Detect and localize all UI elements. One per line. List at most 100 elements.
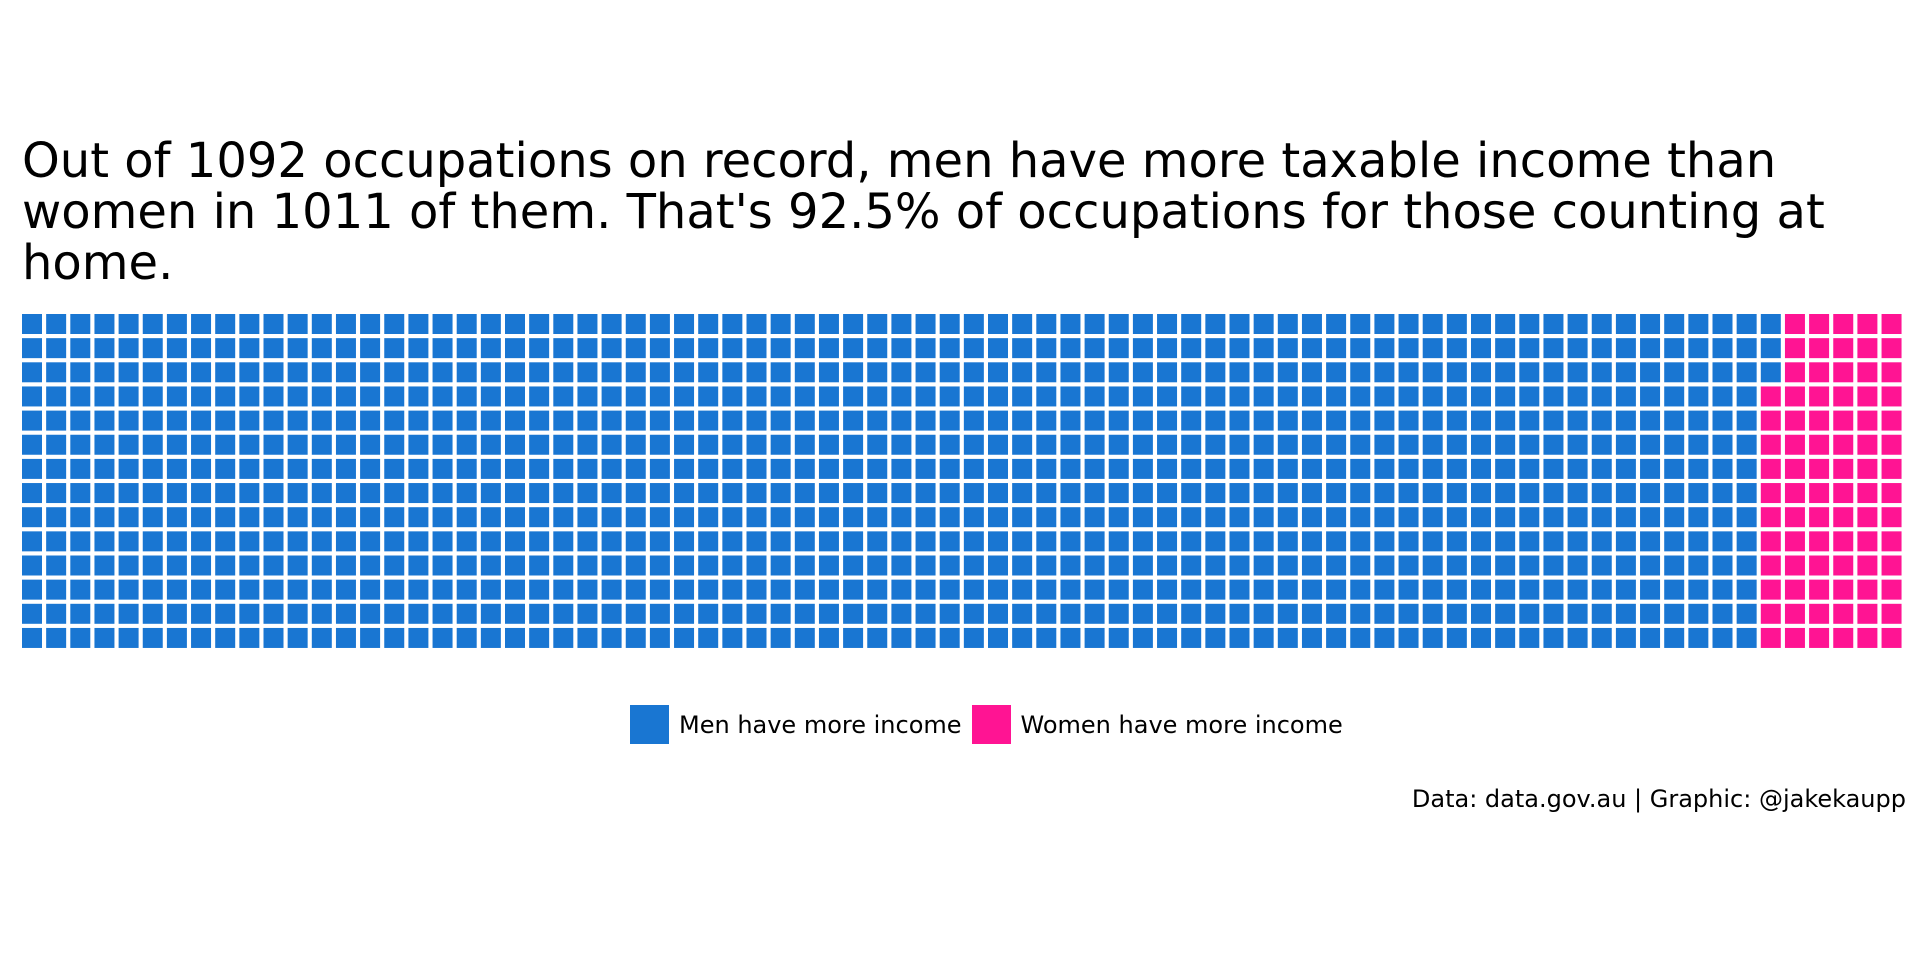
waffle-cell-men — [1422, 314, 1443, 334]
waffle-cell-women — [1784, 483, 1805, 504]
waffle-cell-men — [70, 483, 91, 504]
waffle-cell-women — [1809, 555, 1830, 576]
waffle-cell-men — [770, 434, 791, 455]
waffle-cell-men — [674, 386, 695, 407]
waffle-cell-men — [263, 627, 284, 648]
waffle-cell-men — [625, 458, 646, 479]
waffle-cell-men — [191, 627, 212, 648]
waffle-cell-men — [239, 314, 260, 334]
waffle-cell-men — [1326, 386, 1347, 407]
waffle-cell-men — [46, 314, 67, 334]
waffle-cell-men — [553, 579, 574, 600]
waffle-cell-men — [1688, 531, 1709, 552]
waffle-cell-men — [1688, 507, 1709, 528]
waffle-cell-men — [553, 483, 574, 504]
waffle-cell-men — [553, 507, 574, 528]
waffle-cell-men — [915, 627, 936, 648]
waffle-cell-men — [1181, 338, 1202, 359]
waffle-cell-men — [166, 483, 187, 504]
waffle-cell-men — [1712, 458, 1733, 479]
waffle-cell-men — [1036, 338, 1057, 359]
waffle-cell-men — [1567, 362, 1588, 383]
waffle-cell-men — [1664, 531, 1685, 552]
waffle-cell-men — [649, 531, 670, 552]
waffle-cell-men — [625, 386, 646, 407]
waffle-cell-men — [1157, 434, 1178, 455]
waffle-cell-men — [1060, 603, 1081, 624]
waffle-cell-men — [287, 434, 308, 455]
waffle-cell-men — [722, 555, 743, 576]
waffle-cell-men — [1229, 314, 1250, 334]
waffle-cell-men — [1277, 458, 1298, 479]
waffle-cell-men — [1640, 507, 1661, 528]
waffle-cell-men — [215, 386, 236, 407]
waffle-cell-men — [963, 507, 984, 528]
waffle-cell-men — [360, 410, 381, 431]
waffle-cell-men — [1036, 410, 1057, 431]
waffle-cell-men — [505, 531, 525, 552]
waffle-cell-men — [1253, 458, 1274, 479]
waffle-cell-men — [1446, 338, 1467, 359]
waffle-cell-men — [529, 386, 550, 407]
waffle-cell-women — [1760, 603, 1781, 624]
waffle-cell-men — [939, 458, 960, 479]
waffle-cell-men — [22, 338, 42, 359]
waffle-cell-women — [1881, 531, 1902, 552]
waffle-cell-women — [1857, 386, 1878, 407]
waffle-cell-men — [505, 603, 525, 624]
waffle-cell-men — [1615, 555, 1636, 576]
waffle-cell-women — [1809, 531, 1830, 552]
waffle-cell-men — [480, 434, 501, 455]
waffle-cell-men — [601, 386, 622, 407]
waffle-cell-men — [1301, 627, 1322, 648]
waffle-cell-women — [1857, 483, 1878, 504]
waffle-cell-men — [915, 507, 936, 528]
waffle-cell-men — [1712, 434, 1733, 455]
waffle-cell-men — [1567, 314, 1588, 334]
waffle-cell-men — [1591, 579, 1612, 600]
waffle-cell-men — [1664, 507, 1685, 528]
waffle-cell-men — [553, 458, 574, 479]
waffle-cell-men — [456, 483, 477, 504]
waffle-cell-men — [794, 627, 815, 648]
waffle-cell-men — [1688, 386, 1709, 407]
waffle-cell-men — [818, 386, 839, 407]
waffle-cell-women — [1857, 555, 1878, 576]
waffle-cell-men — [239, 362, 260, 383]
waffle-cell-men — [1446, 603, 1467, 624]
waffle-cell-men — [1591, 434, 1612, 455]
waffle-cell-men — [1012, 603, 1033, 624]
waffle-cell-men — [22, 483, 42, 504]
waffle-cell-men — [625, 338, 646, 359]
waffle-cell-men — [1229, 434, 1250, 455]
waffle-cell-men — [1132, 434, 1153, 455]
waffle-cell-men — [577, 314, 598, 334]
waffle-cell-men — [722, 362, 743, 383]
waffle-cell-women — [1881, 314, 1902, 334]
waffle-cell-men — [480, 362, 501, 383]
waffle-cell-men — [1519, 555, 1540, 576]
waffle-cell-men — [1591, 362, 1612, 383]
waffle-cell-men — [1181, 434, 1202, 455]
waffle-cell-men — [215, 579, 236, 600]
waffle-cell-men — [1350, 555, 1371, 576]
waffle-cell-men — [1591, 531, 1612, 552]
waffle-cell-men — [915, 410, 936, 431]
waffle-cell-men — [843, 314, 864, 334]
waffle-cell-women — [1857, 314, 1878, 334]
waffle-cell-men — [408, 507, 429, 528]
waffle-cell-men — [191, 386, 212, 407]
waffle-cell-men — [1229, 555, 1250, 576]
waffle-cell-women — [1784, 579, 1805, 600]
legend-label-women: Women have more income — [1020, 710, 1343, 739]
waffle-cell-women — [1760, 434, 1781, 455]
waffle-cell-men — [1519, 362, 1540, 383]
waffle-cell-men — [698, 579, 719, 600]
waffle-cell-men — [480, 458, 501, 479]
waffle-cell-women — [1784, 458, 1805, 479]
waffle-cell-men — [818, 338, 839, 359]
waffle-cell-men — [1326, 458, 1347, 479]
waffle-cell-men — [1277, 338, 1298, 359]
waffle-cell-men — [46, 434, 67, 455]
